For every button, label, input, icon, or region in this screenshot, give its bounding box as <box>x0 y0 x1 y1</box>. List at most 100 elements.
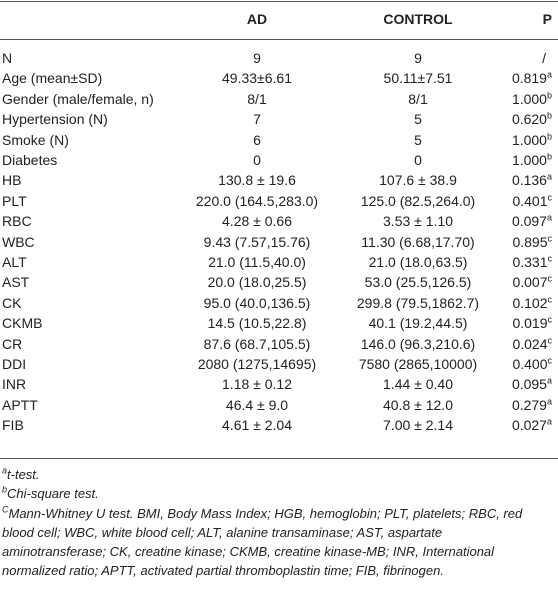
footnote-text: t-test. <box>7 467 40 482</box>
p-note: a <box>546 396 552 407</box>
control-value: 11.30 (6.68,17.70) <box>361 233 475 250</box>
control-value: 125.0 (82.5,264.0) <box>360 192 476 209</box>
p-cell: 1.000b <box>512 89 552 109</box>
control-value: 40.8 ± 12.0 <box>383 396 453 413</box>
control-value: 21.0 (18.0,63.5) <box>368 254 468 270</box>
control-value: 50.11±7.51 <box>383 70 453 87</box>
ad-value: 9.43 (7.57,15.76) <box>203 233 311 250</box>
p-value: 0.102 <box>512 294 548 311</box>
p-value: 0.136 <box>511 172 547 189</box>
control-value: 3.53 ± 1.10 <box>383 213 453 230</box>
ad-value: 8/1 <box>247 90 267 107</box>
ad-value: 9 <box>253 50 261 66</box>
p-value: 0.019 <box>512 315 548 332</box>
p-value: 0.400 <box>512 356 548 372</box>
row-label: WBC <box>2 233 35 250</box>
p-value: 0.279 <box>511 396 547 413</box>
row-label: FIB <box>2 417 24 434</box>
control-value: 146.0 (96.3,210.6) <box>360 335 476 352</box>
p-cell: 0.331c <box>512 252 552 272</box>
header-rule <box>0 39 558 40</box>
row-label: Smoke (N) <box>2 131 69 148</box>
footnote-text: Mann-Whitney U test. BMI, Body Mass Inde… <box>2 505 523 579</box>
ad-value: 95.0 (40.0,136.5) <box>203 294 311 311</box>
p-value: 0.007 <box>512 274 548 291</box>
p-cell: 0.400c <box>512 354 552 374</box>
ad-value: 49.33±6.61 <box>222 70 292 87</box>
row-label: CR <box>2 335 23 352</box>
p-note: c <box>547 355 553 366</box>
p-note: b <box>546 151 552 162</box>
ad-value: 4.28 ± 0.66 <box>222 213 292 230</box>
p-cell: 0.279a <box>512 395 552 415</box>
p-note: c <box>547 253 553 264</box>
p-note: b <box>546 110 552 121</box>
footnote-mark: a <box>2 465 8 476</box>
p-value: 1.000 <box>511 90 547 107</box>
p-note: c <box>547 294 553 305</box>
p-cell: 0.620b <box>512 109 552 129</box>
row-label: Age (mean±SD) <box>2 70 103 87</box>
p-value: 0.027 <box>511 417 547 434</box>
p-value: 0.024 <box>512 335 548 352</box>
control-value: 5 <box>414 111 422 128</box>
p-value: 0.401 <box>512 192 548 209</box>
p-note: a <box>546 212 552 223</box>
footnote-mark: C <box>2 504 9 515</box>
control-value: 0 <box>414 152 422 168</box>
ad-value: 220.0 (164.5,283.0) <box>195 192 319 209</box>
p-cell: 0.024c <box>512 334 552 354</box>
p-note: c <box>547 314 553 325</box>
column-header: AD <box>246 11 268 27</box>
p-value: 0.819 <box>511 70 547 87</box>
footnote: at-test. <box>2 465 542 484</box>
ad-value: 7 <box>253 111 261 128</box>
p-cell: 0.819a <box>512 68 552 88</box>
bottom-rule <box>0 458 558 459</box>
ad-value: 21.0 (11.5,40.0) <box>208 254 306 270</box>
ad-value: 1.18 ± 0.12 <box>222 376 292 393</box>
ad-value: 46.4 ± 9.0 <box>225 396 289 413</box>
ad-value: 6 <box>253 131 261 148</box>
p-note: a <box>546 375 552 386</box>
p-value: 1.000 <box>511 152 547 168</box>
p-note: c <box>547 334 553 345</box>
row-label: INR <box>2 376 27 393</box>
row-label: N <box>2 50 13 66</box>
column-header: P <box>542 11 552 27</box>
p-note: a <box>546 171 552 182</box>
row-label: CKMB <box>2 315 43 332</box>
footnote: CMann-Whitney U test. BMI, Body Mass Ind… <box>2 504 542 581</box>
p-note: a <box>546 69 552 80</box>
footnote-mark: b <box>2 484 8 495</box>
row-label: Gender (male/female, n) <box>2 90 154 107</box>
control-value: 40.1 (19.2,44.5) <box>368 315 468 332</box>
p-note: a <box>546 416 552 427</box>
p-cell: / <box>542 48 552 68</box>
p-note: b <box>546 130 552 141</box>
ad-value: 20.0 (18.0,25.5) <box>207 274 307 291</box>
control-value: 8/1 <box>408 90 428 107</box>
p-cell: 0.019c <box>512 313 552 333</box>
p-cell: 1.000b <box>512 130 552 150</box>
top-rule <box>0 1 558 2</box>
control-value: 1.44 ± 0.40 <box>383 376 453 393</box>
p-value: 0.331 <box>512 254 548 270</box>
row-label: HB <box>2 172 22 189</box>
control-value: 7.00 ± 2.14 <box>383 417 453 434</box>
row-label: APTT <box>2 396 38 413</box>
footnote: bChi-square test. <box>2 484 542 503</box>
row-label: AST <box>2 274 30 291</box>
p-cell: 0.007c <box>512 272 552 292</box>
control-value: 5 <box>414 131 422 148</box>
footnote-text: Chi-square test. <box>7 486 99 502</box>
control-value: 299.8 (79.5,1862.7) <box>356 294 480 311</box>
row-label: Hypertension (N) <box>2 111 108 128</box>
p-cell: 0.097a <box>512 211 552 231</box>
ad-value: 130.8 ± 19.6 <box>218 172 296 189</box>
control-value: 7580 (2865,10000) <box>358 356 478 372</box>
p-cell: 0.095a <box>512 374 552 394</box>
ad-value: 87.6 (68.7,105.5) <box>203 335 311 352</box>
control-value: 9 <box>414 50 422 66</box>
p-value: / <box>542 50 546 66</box>
